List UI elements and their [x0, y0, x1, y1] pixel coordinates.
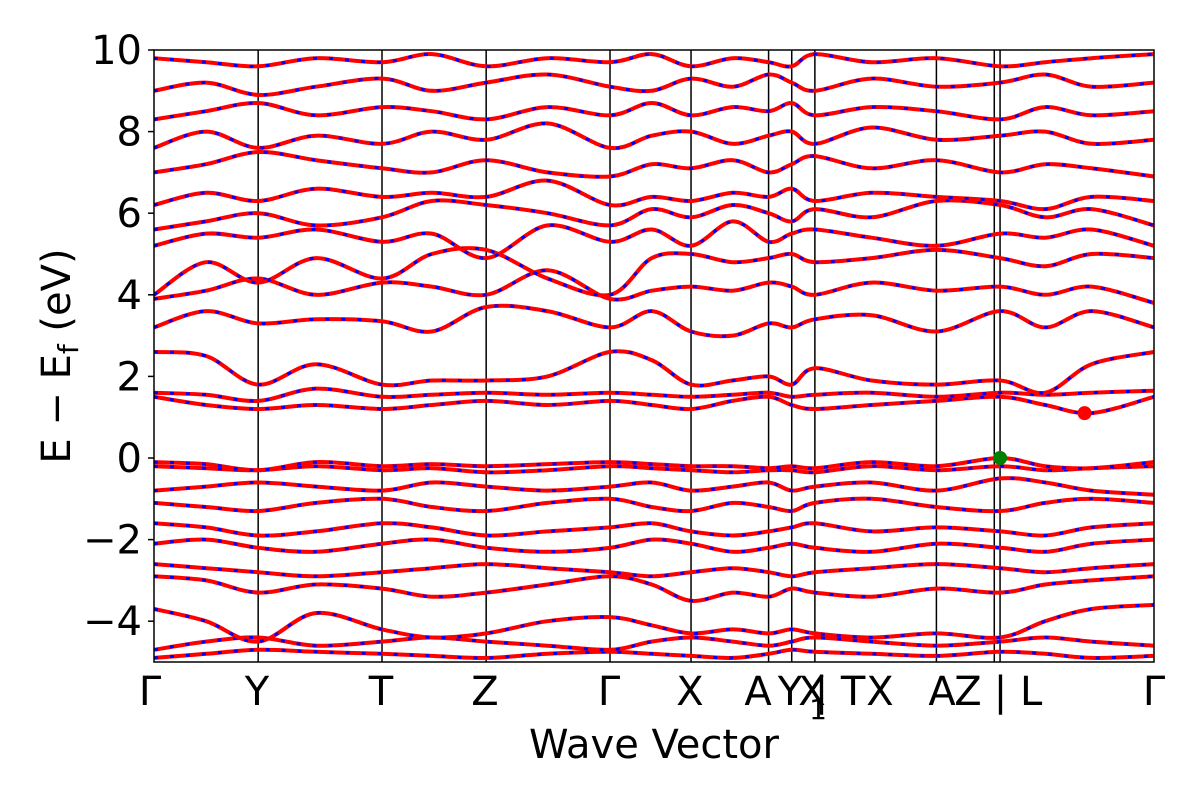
y-tick-label: 8 — [117, 110, 142, 156]
vbm-marker — [993, 451, 1008, 465]
plot-frame — [153, 49, 1155, 663]
band-line-spin-up — [154, 198, 1154, 232]
band-line-spin-up — [154, 647, 1154, 660]
bands-group — [154, 52, 1154, 660]
x-tick-label: A — [928, 669, 956, 715]
band-line-spin-down — [154, 101, 1154, 121]
x-tick-label: Z — [954, 669, 981, 715]
y-tick-label: 2 — [117, 354, 142, 400]
band-line-spin-down — [154, 121, 1154, 150]
y-axis-ticks: −4 −2 0 2 4 6 8 10 — [83, 28, 154, 645]
cbm-marker — [1077, 406, 1092, 421]
band-line-spin-up — [154, 349, 1154, 396]
band-line-spin-up — [154, 386, 1154, 403]
x-tick-label: A — [744, 669, 772, 715]
band-line-spin-up — [154, 178, 1154, 212]
band-line-spin-down — [154, 521, 1154, 538]
x-tick-label: 1 — [809, 693, 827, 726]
x-tick-label: | L — [994, 669, 1043, 715]
band-line-spin-down — [154, 574, 1154, 603]
y-axis-label-unit: (eV) — [34, 248, 80, 344]
x-tick-label: X — [866, 669, 893, 715]
x-tick-label: X — [798, 669, 825, 715]
x-tick-label: | T — [815, 669, 866, 715]
high-symmetry-lines — [257, 50, 1001, 662]
x-axis-label: Wave Vector — [529, 722, 780, 768]
extrema-markers — [993, 406, 1092, 465]
x-tick-label: Z — [471, 669, 498, 715]
y-tick-label: 4 — [117, 273, 142, 319]
y-tick-label: −2 — [83, 518, 142, 564]
band-line-spin-down — [154, 246, 1154, 297]
x-tick-label: Y — [244, 669, 270, 715]
band-line-spin-up — [154, 562, 1154, 579]
x-tick-label: T — [368, 669, 394, 715]
band-line-spin-down — [154, 150, 1154, 179]
band-line-spin-up — [154, 602, 1154, 644]
y-tick-label: −4 — [83, 599, 142, 645]
band-line-spin-up — [154, 455, 1154, 473]
y-axis-label-subscript: f — [52, 343, 85, 354]
y-axis-label: E − Ef (eV) — [34, 248, 85, 463]
y-tick-label: 0 — [117, 436, 142, 482]
band-line-spin-up — [154, 464, 1154, 475]
band-line-spin-up — [154, 635, 1154, 652]
x-tick-label: Γ — [598, 669, 621, 715]
y-tick-label: 6 — [117, 191, 142, 237]
band-line-spin-down — [154, 52, 1154, 69]
x-tick-label: Y — [777, 669, 803, 715]
y-tick-label: 10 — [91, 28, 142, 74]
band-line-spin-down — [154, 72, 1154, 97]
band-line-spin-down — [154, 304, 1154, 338]
x-tick-label: Γ — [139, 669, 162, 715]
band-line-spin-down — [154, 497, 1154, 513]
y-axis-label-main: E − E — [34, 354, 80, 464]
band-line-spin-down — [154, 476, 1154, 497]
band-line-spin-down — [154, 537, 1154, 554]
x-tick-label: Γ — [1143, 669, 1166, 715]
band-line-spin-up — [154, 219, 1154, 261]
x-tick-label: X — [676, 669, 703, 715]
band-line-spin-up — [154, 268, 1154, 305]
band-line-spin-up — [154, 394, 1154, 416]
